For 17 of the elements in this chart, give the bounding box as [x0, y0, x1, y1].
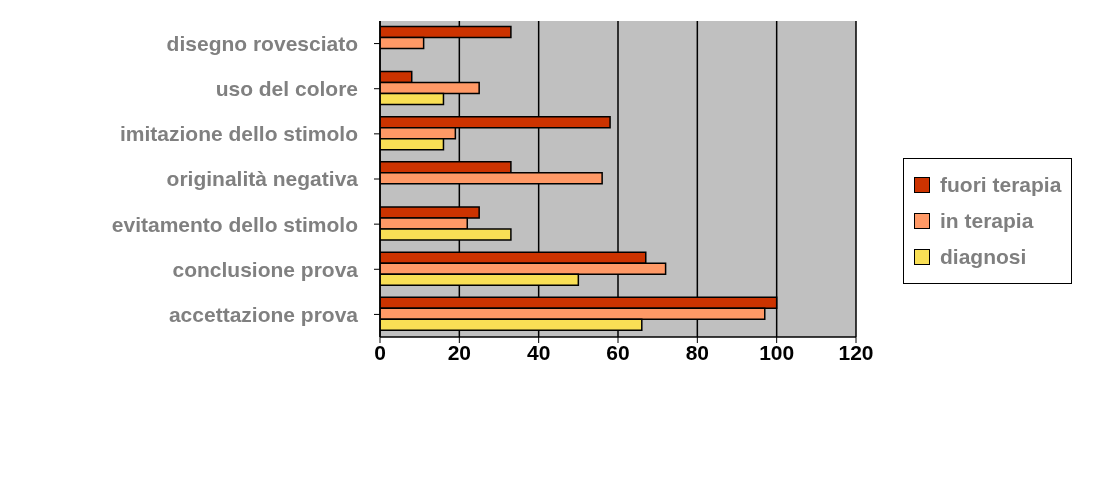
y-tick-label: accettazione prova — [168, 302, 359, 326]
y-tick-label: uso del colore — [215, 77, 358, 101]
x-tick-label: 60 — [606, 340, 630, 364]
x-tick-label: 0 — [374, 340, 386, 364]
x-tick-label: 120 — [838, 340, 874, 364]
y-tick-label: conclusione prova — [172, 257, 359, 281]
x-tick-label: 100 — [759, 340, 795, 364]
y-tick-label: originalità negativa — [166, 167, 359, 191]
legend-label: in terapia — [940, 209, 1034, 233]
x-tick-label: 20 — [447, 340, 472, 364]
legend-label: fuori terapia — [940, 173, 1062, 197]
y-tick-label: evitamento dello stimolo — [111, 212, 358, 236]
y-tick-label: imitazione dello stimolo — [119, 122, 358, 146]
x-tick-label: 80 — [685, 340, 710, 364]
legend-label: diagnosi — [940, 245, 1027, 269]
y-tick-label: disegno rovesciato — [166, 32, 358, 56]
x-tick-label: 40 — [526, 340, 551, 364]
